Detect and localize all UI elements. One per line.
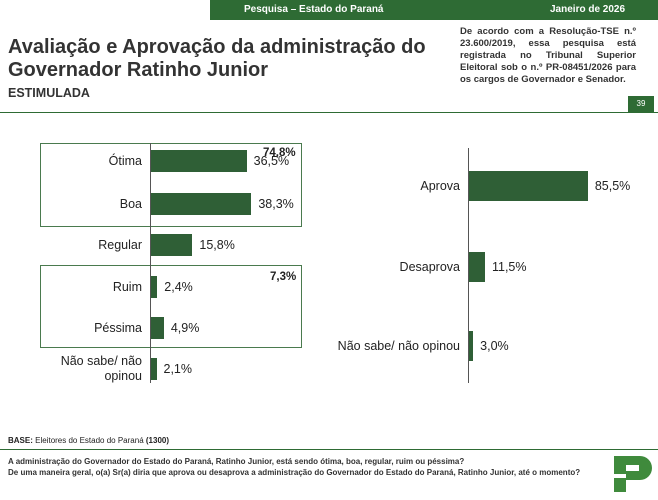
- bar: [469, 171, 588, 201]
- divider: [0, 112, 658, 113]
- page-number: 39: [628, 96, 654, 112]
- axis-line: [468, 148, 469, 383]
- question: De uma maneira geral, o(a) Sr(a) diria q…: [8, 468, 581, 477]
- group-total: 7,3%: [270, 271, 297, 283]
- value-label: 15,8%: [199, 237, 235, 252]
- question: A administração do Governador do Estado …: [8, 457, 465, 466]
- category-label: Aprova: [420, 178, 460, 193]
- value-label: 38,3%: [258, 196, 294, 211]
- subtitle: ESTIMULADA: [8, 86, 90, 100]
- value-label: 85,5%: [594, 178, 631, 193]
- base-n: (1300): [145, 436, 169, 445]
- bar: [151, 193, 252, 215]
- logo: [614, 456, 652, 492]
- bar: [469, 252, 485, 282]
- bar: [151, 234, 193, 256]
- divider: [0, 449, 658, 450]
- value-label: 36,5%: [253, 153, 290, 168]
- category-label: Desaprova: [399, 259, 460, 274]
- axis-line: [150, 143, 151, 383]
- questions: A administração do Governador do Estado …: [8, 456, 580, 478]
- group-box: [40, 265, 302, 348]
- value-label: 4,9%: [170, 320, 200, 335]
- bar: [151, 150, 247, 172]
- header-bar: Pesquisa – Estado do Paraná Janeiro de 2…: [210, 0, 658, 20]
- value-label: 2,4%: [164, 279, 193, 294]
- bar: [151, 276, 158, 298]
- category-label: Ótima: [108, 153, 142, 168]
- category-label: Boa: [119, 196, 142, 211]
- bar: [469, 331, 474, 361]
- base-label: BASE:: [8, 436, 33, 445]
- category-label: Regular: [98, 237, 142, 252]
- value-label: 11,5%: [491, 259, 527, 274]
- bar: [151, 358, 157, 380]
- group-box: [40, 143, 302, 227]
- category-label: Não sabe/ não opinou: [337, 338, 460, 353]
- base-text: Eleitores do Estado do Paraná: [35, 436, 144, 445]
- value-label: 3,0%: [480, 338, 509, 353]
- group-total: 74,8%: [263, 147, 296, 159]
- category-label: Péssima: [94, 320, 142, 335]
- value-label: 2,1%: [163, 361, 193, 376]
- title: Avaliação e Aprovação da administração d…: [8, 36, 426, 81]
- category-label: Não sabe/ não opinou: [60, 354, 142, 383]
- category-label: Ruim: [112, 279, 142, 294]
- bar: [151, 317, 164, 339]
- base: BASE: Eleitores do Estado do Paraná (130…: [8, 436, 169, 445]
- survey-label: Pesquisa – Estado do Paraná: [244, 4, 384, 15]
- note: De acordo com a Resolução-TSE n.º 23.600…: [460, 26, 636, 85]
- date-label: Janeiro de 2026: [550, 4, 626, 15]
